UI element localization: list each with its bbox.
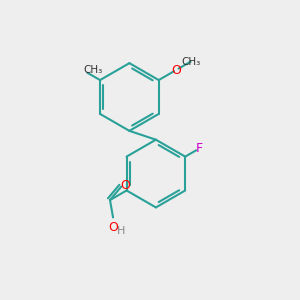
Text: O: O — [108, 221, 118, 234]
Text: O: O — [120, 178, 130, 191]
Text: CH₃: CH₃ — [181, 57, 200, 67]
Text: H: H — [117, 226, 125, 236]
Text: F: F — [196, 142, 203, 155]
Text: O: O — [171, 64, 181, 76]
Text: CH₃: CH₃ — [84, 65, 103, 75]
